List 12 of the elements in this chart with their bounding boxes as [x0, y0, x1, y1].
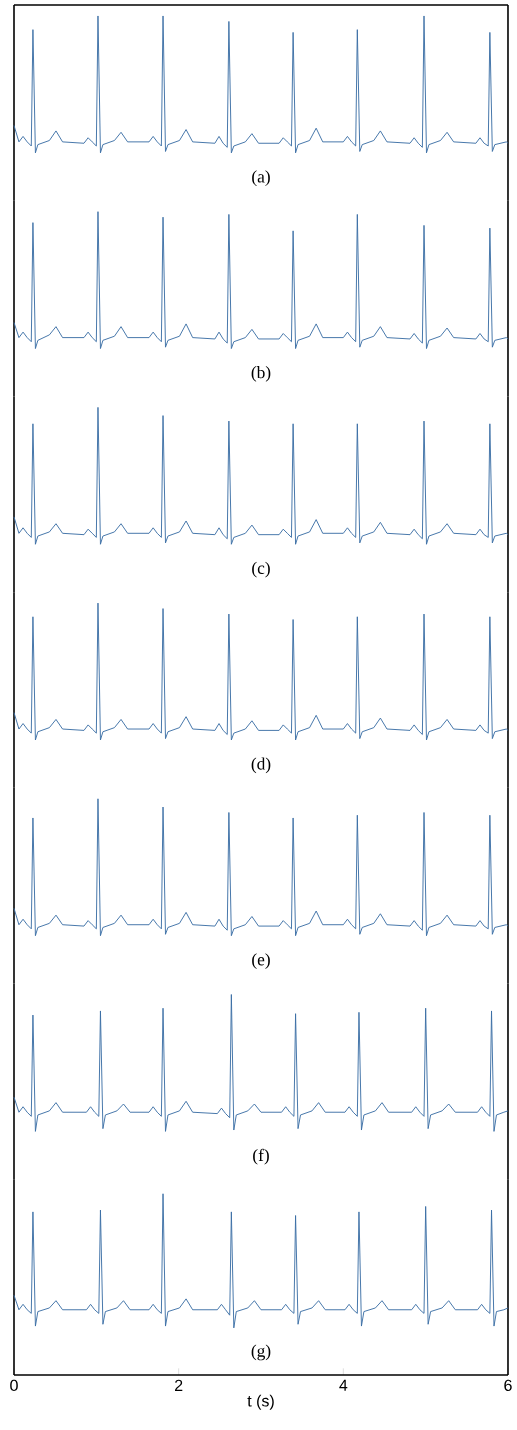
- x-tick-label: 4: [339, 1379, 348, 1391]
- x-axis-title: t (s): [247, 1394, 274, 1410]
- text: (f): [253, 1148, 269, 1165]
- text: (a): [252, 170, 270, 187]
- x-tick-label: 2: [175, 1379, 183, 1391]
- text: (g): [251, 1344, 271, 1361]
- text: (b): [251, 366, 271, 382]
- text: (c): [252, 561, 270, 578]
- text: (d): [251, 757, 271, 774]
- text: (e): [252, 953, 270, 969]
- x-tick-label: 6: [504, 1379, 512, 1392]
- x-tick-label: 0: [10, 1379, 18, 1392]
